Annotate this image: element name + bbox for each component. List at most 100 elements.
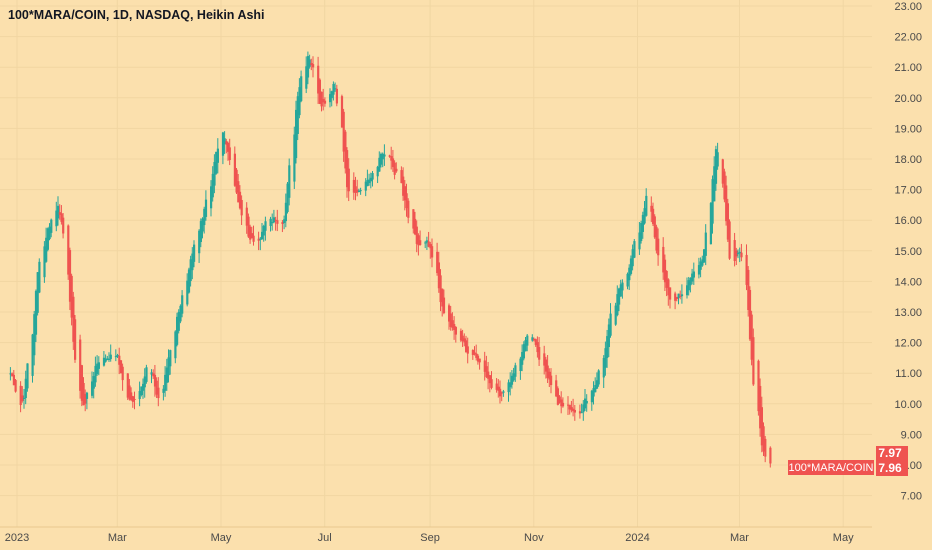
candle-body — [70, 275, 73, 318]
candle-body — [495, 383, 498, 390]
candle-body — [80, 365, 83, 401]
candle-body — [310, 63, 313, 66]
candle-body — [497, 386, 500, 391]
candle-body — [352, 179, 355, 193]
candle-body — [306, 56, 310, 78]
candle-body — [121, 366, 124, 381]
candle-body — [193, 244, 196, 262]
x-tick-label: May — [211, 532, 232, 544]
candle-body — [709, 203, 712, 245]
candle-body — [215, 151, 218, 174]
candle-body — [152, 373, 155, 377]
candle-body — [225, 141, 228, 145]
candle-body — [745, 254, 748, 285]
candle-body — [14, 380, 17, 392]
candle-body — [191, 253, 194, 271]
candle-body — [354, 186, 357, 193]
candle-body — [633, 241, 636, 258]
y-tick-label: 19.00 — [894, 123, 922, 135]
candle-body — [198, 230, 201, 254]
candle-body — [592, 388, 595, 397]
candle-body — [293, 134, 296, 182]
candle-body — [439, 275, 442, 303]
candle-body — [334, 88, 337, 90]
candle-body — [46, 228, 49, 250]
candle-body — [514, 365, 517, 377]
candle-body — [716, 152, 719, 167]
candle-body — [357, 191, 361, 193]
candle-body — [645, 195, 648, 216]
candle-body — [703, 249, 706, 263]
y-tick-label: 14.00 — [894, 276, 922, 288]
y-tick-label: 10.00 — [894, 399, 922, 411]
candle-body — [628, 267, 631, 281]
candle-body — [26, 363, 29, 389]
candle-body — [471, 350, 474, 355]
candle-body — [235, 169, 238, 193]
candle-body — [264, 221, 267, 231]
candle-body — [400, 170, 403, 184]
candle-body — [393, 162, 396, 175]
candle-body — [74, 319, 77, 360]
candle-body — [67, 225, 70, 275]
candle-body — [536, 342, 539, 353]
candle-body — [567, 404, 570, 406]
candle-body — [177, 311, 180, 331]
candle-body — [262, 226, 265, 236]
candle-body — [412, 209, 415, 229]
candle-body — [118, 355, 121, 365]
candle-body — [213, 161, 216, 186]
candle-body — [555, 380, 558, 397]
candle-body — [521, 352, 524, 365]
candle-body — [454, 327, 457, 335]
candle-body — [378, 157, 381, 172]
candle-body — [417, 235, 420, 246]
candle-body — [582, 404, 585, 413]
candle-body — [140, 386, 143, 396]
candle-body — [641, 214, 644, 232]
candle-body — [329, 94, 332, 103]
candle-body — [760, 407, 763, 446]
candle-body — [403, 186, 406, 201]
candle-body — [425, 240, 429, 243]
y-axis: 23.00 22.00 21.00 20.00 19.00 18.00 17.00 16.00… — [894, 1, 922, 503]
candle-body — [114, 356, 117, 358]
candle-body — [655, 226, 658, 251]
candle-body — [662, 246, 665, 273]
candle-body — [619, 284, 622, 297]
candle-body — [233, 153, 236, 186]
candle-body — [116, 354, 119, 357]
candle-body — [281, 222, 284, 224]
candle-body — [546, 365, 549, 379]
candle-body — [459, 330, 463, 341]
price-tag-box-high — [876, 446, 908, 461]
candle-body — [245, 207, 248, 226]
candle-body — [687, 280, 690, 291]
candle-body — [723, 171, 726, 200]
candle-body — [130, 392, 133, 401]
candle-body — [448, 305, 451, 322]
candle-body — [653, 216, 656, 238]
candle-body — [138, 391, 141, 400]
candle-body — [677, 293, 680, 299]
price-tag-box-last — [876, 461, 908, 476]
candle-body — [663, 259, 667, 283]
candle-body — [764, 438, 767, 457]
candle-body — [346, 150, 349, 188]
candle-body — [701, 259, 704, 266]
candle-body — [157, 387, 160, 399]
candle-body — [96, 363, 99, 375]
candle-body — [259, 238, 262, 240]
candle-body — [544, 359, 548, 372]
candle-body — [747, 269, 750, 311]
candle-body — [201, 218, 204, 232]
candle-body — [415, 226, 418, 244]
candle-body — [407, 200, 410, 218]
candle-body — [594, 384, 597, 393]
candle-body — [556, 388, 559, 405]
candle-body — [298, 87, 301, 116]
candle-body — [237, 181, 240, 203]
candle-body — [735, 250, 738, 257]
candle-body — [43, 246, 46, 278]
